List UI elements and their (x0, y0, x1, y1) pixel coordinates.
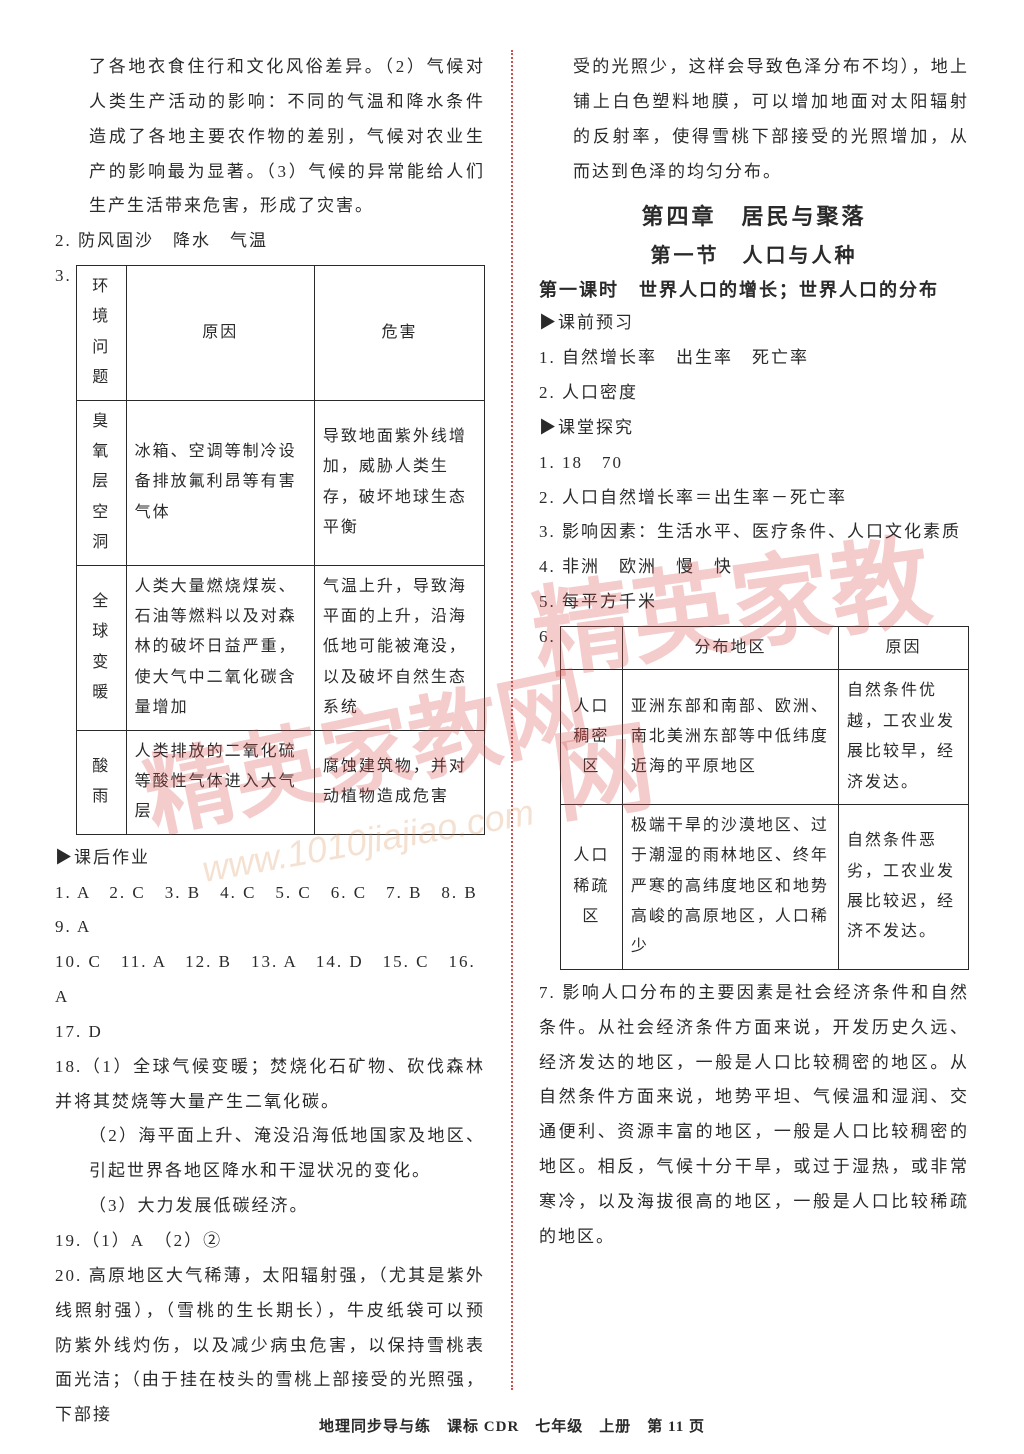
t6-h3: 原因 (839, 626, 969, 669)
t3-r1c3: 导致地面紫外线增加，威胁人类生存，破坏地球生态平衡 (314, 400, 484, 565)
e2: 2. 人口自然增长率＝出生率－死亡率 (539, 481, 969, 516)
e3: 3. 影响因素：生活水平、医疗条件、人口文化素质 (539, 515, 969, 550)
answers-line-2: 10. C 11. A 12. B 13. A 14. D 15. C 16. … (55, 945, 485, 1015)
pre1: 1. 自然增长率 出生率 死亡率 (539, 341, 969, 376)
q18-3: （3）大力发展低碳经济。 (55, 1189, 485, 1224)
table6-num: 6. (539, 620, 560, 976)
table3-wrap: 3. 环境问题 原因 危害 臭氧层空洞 冰箱、空调等制冷设备排放氟利昂等有害气体… (55, 259, 485, 841)
table6-wrap: 6. 分布地区 原因 人口稠密区 亚洲东部和南部、欧洲、南北美洲东部等中低纬度近… (539, 620, 969, 976)
q20b: 受的光照少，这样会导致色泽分布不均），地上铺上白色塑料地膜，可以增加地面对太阳辐… (539, 50, 969, 189)
q7: 7. 影响人口分布的主要因素是社会经济条件和自然条件。从社会经济条件方面来说，开… (539, 976, 969, 1255)
left-q2: 2. 防风固沙 降水 气温 (55, 224, 485, 259)
t3-r1c1: 臭氧层空洞 (76, 400, 126, 565)
t6-r1c1: 人口稠密区 (560, 670, 622, 805)
t6-h1 (560, 626, 622, 669)
preview-head: ▶课前预习 (539, 306, 969, 341)
q18-2: （2）海平面上升、淹没沿海低地国家及地区、引起世界各地区降水和干湿状况的变化。 (55, 1119, 485, 1189)
lesson-title: 第一课时 世界人口的增长；世界人口的分布 (539, 276, 969, 302)
answers-line-1: 1. A 2. C 3. B 4. C 5. C 6. C 7. B 8. B … (55, 876, 485, 946)
t3-r2c2: 人类大量燃烧煤炭、石油等燃料以及对森林的破坏日益严重，使大气中二氧化碳含量增加 (126, 565, 314, 730)
explore-head: ▶课堂探究 (539, 411, 969, 446)
answers-line-3: 17. D (55, 1015, 485, 1050)
q19: 19.（1）A （2）② (55, 1224, 485, 1259)
t6-r2c1: 人口稀疏区 (560, 804, 622, 969)
pre2: 2. 人口密度 (539, 376, 969, 411)
table-environment-problems: 环境问题 原因 危害 臭氧层空洞 冰箱、空调等制冷设备排放氟利昂等有害气体 导致… (76, 265, 485, 835)
page-columns: 了各地衣食住行和文化风俗差异。（2）气候对人类生产活动的影响：不同的气温和降水条… (55, 50, 969, 1390)
t6-r2c2: 极端干旱的沙漠地区、过于潮湿的雨林地区、终年严寒的高纬度地区和地势高峻的高原地区… (622, 804, 838, 969)
left-para-1: 了各地衣食住行和文化风俗差异。（2）气候对人类生产活动的影响：不同的气温和降水条… (55, 50, 485, 224)
q18-1: 18.（1）全球气候变暖；焚烧化石矿物、砍伐森林并将其焚烧等大量产生二氧化碳。 (55, 1050, 485, 1120)
t3-h1: 环境问题 (76, 266, 126, 401)
page-footer: 地理同步导与练 课标 CDR 七年级 上册 第 11 页 (0, 1415, 1024, 1436)
t6-r1c3: 自然条件优越，工农业发展比较早，经济发达。 (839, 670, 969, 805)
t6-r1c2: 亚洲东部和南部、欧洲、南北美洲东部等中低纬度近海的平原地区 (622, 670, 838, 805)
e4: 4. 非洲 欧洲 慢 快 (539, 550, 969, 585)
t3-r3c2: 人类排放的二氧化硫等酸性气体进入大气层 (126, 730, 314, 834)
e1: 1. 18 70 (539, 446, 969, 481)
left-column: 了各地衣食住行和文化风俗差异。（2）气候对人类生产活动的影响：不同的气温和降水条… (55, 50, 485, 1390)
t3-h2: 原因 (126, 266, 314, 401)
t3-r2c3: 气温上升，导致海平面的上升，沿海低地可能被淹没，以及破坏自然生态系统 (314, 565, 484, 730)
right-column: 受的光照少，这样会导致色泽分布不均），地上铺上白色塑料地膜，可以增加地面对太阳辐… (539, 50, 969, 1390)
t3-r3c3: 腐蚀建筑物，并对动植物造成危害 (314, 730, 484, 834)
t6-r2c3: 自然条件恶劣，工农业发展比较迟，经济不发达。 (839, 804, 969, 969)
t6-h2: 分布地区 (622, 626, 838, 669)
section-title: 第一节 人口与人种 (539, 239, 969, 268)
q20a: 20. 高原地区大气稀薄，太阳辐射强，（尤其是紫外线照射强），（雪桃的生长期长）… (55, 1259, 485, 1433)
table-population-distribution: 分布地区 原因 人口稠密区 亚洲东部和南部、欧洲、南北美洲东部等中低纬度近海的平… (560, 626, 969, 970)
homework-head: ▶课后作业 (55, 841, 485, 876)
e5: 5. 每平方千米 (539, 585, 969, 620)
t3-r3c1: 酸雨 (76, 730, 126, 834)
table3-num: 3. (55, 259, 76, 841)
t3-r2c1: 全球变暖 (76, 565, 126, 730)
chapter-title: 第四章 居民与聚落 (539, 199, 969, 231)
t3-r1c2: 冰箱、空调等制冷设备排放氟利昂等有害气体 (126, 400, 314, 565)
t3-h3: 危害 (314, 266, 484, 401)
column-divider (511, 50, 513, 1390)
